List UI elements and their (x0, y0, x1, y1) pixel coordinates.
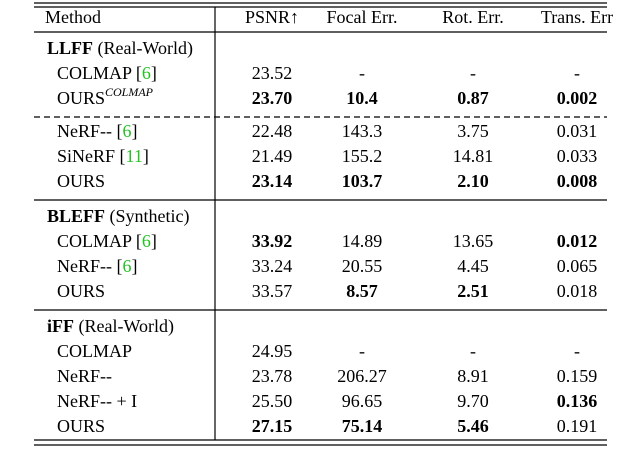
text-span: ] (151, 63, 157, 83)
cell: 0.008 (557, 171, 598, 191)
cell: 21.49 (252, 146, 293, 166)
method-name: COLMAP [6] (57, 63, 157, 83)
cell: - (470, 341, 476, 361)
text-span: COLMAP (57, 341, 132, 361)
method-name: NeRF-- (57, 366, 112, 386)
text-span: (Real-World) (74, 316, 174, 337)
cell: 8.91 (457, 366, 489, 386)
cell: 22.48 (252, 121, 293, 141)
method-name: COLMAP (57, 341, 132, 361)
text-span: OURS (57, 281, 105, 301)
text-span: NeRF-- [ (57, 256, 123, 276)
text-span: (Real-World) (93, 38, 193, 59)
method-name: NeRF-- [6] (57, 121, 138, 141)
cell: 9.70 (457, 391, 489, 411)
text-span: iFF (47, 316, 74, 336)
cell: 0.018 (557, 281, 598, 301)
cell: 33.57 (252, 281, 293, 301)
cell: 0.136 (557, 391, 598, 411)
cell: 25.50 (252, 391, 293, 411)
cell: - (470, 63, 476, 83)
section-title: BLEFF (Synthetic) (47, 206, 190, 227)
citation: 6 (142, 231, 151, 251)
cell: 143.3 (342, 121, 383, 141)
text-span: COLMAP [ (57, 63, 142, 83)
cell: 0.031 (557, 121, 598, 141)
cell: 23.52 (252, 63, 293, 83)
text-span: OURS (57, 88, 105, 108)
cell: 96.65 (342, 391, 383, 411)
cell: 0.012 (557, 231, 598, 251)
cell: 0.033 (557, 146, 598, 166)
method-name: OURS (57, 416, 105, 436)
cell: 0.065 (557, 256, 598, 276)
method-name: SiNeRF [11] (57, 146, 149, 166)
cell: 2.10 (457, 171, 489, 191)
cell: 206.27 (337, 366, 387, 386)
text-span: COLMAP [ (57, 231, 142, 251)
text-span: NeRF-- + I (57, 391, 137, 411)
cell: 103.7 (342, 171, 383, 191)
text-span: OURS (57, 171, 105, 191)
cell: 23.14 (252, 171, 293, 191)
text-span: COLMAP (105, 85, 154, 99)
text-span: ] (143, 146, 149, 166)
citation: 6 (123, 121, 132, 141)
text-span: NeRF-- [ (57, 121, 123, 141)
cell: 0.002 (557, 88, 598, 108)
cell: 13.65 (453, 231, 494, 251)
header-cell: Trans. Err (541, 7, 613, 27)
section-title: LLFF (Real-World) (47, 38, 193, 59)
text-span: ] (132, 121, 138, 141)
method-name: OURS (57, 171, 105, 191)
text-span: NeRF-- (57, 366, 112, 386)
cell: - (359, 341, 365, 361)
cell: 33.92 (252, 231, 293, 251)
cell: 155.2 (342, 146, 383, 166)
method-name: OURSCOLMAP (57, 85, 154, 108)
cell: 20.55 (342, 256, 383, 276)
text-span: SiNeRF [ (57, 146, 126, 166)
cell: 75.14 (342, 416, 383, 436)
cell: 0.87 (457, 88, 489, 108)
section-title: iFF (Real-World) (47, 316, 174, 337)
cell: 27.15 (252, 416, 293, 436)
text-span: BLEFF (47, 206, 105, 226)
cell: 14.89 (342, 231, 383, 251)
cell: 0.191 (557, 416, 598, 436)
cell: - (574, 63, 580, 83)
cell: 23.70 (252, 88, 293, 108)
text-span: ] (132, 256, 138, 276)
cell: 0.159 (557, 366, 598, 386)
text-span: (Synthetic) (105, 206, 189, 227)
cell: 23.78 (252, 366, 293, 386)
method-name: NeRF-- [6] (57, 256, 138, 276)
cell: 2.51 (457, 281, 489, 301)
method-name: OURS (57, 281, 105, 301)
header-cell: Rot. Err. (442, 7, 504, 27)
citation: 6 (142, 63, 151, 83)
text-span: OURS (57, 416, 105, 436)
cell: 33.24 (252, 256, 293, 276)
citation: 11 (126, 146, 143, 166)
cell: 14.81 (453, 146, 494, 166)
cell: 4.45 (457, 256, 489, 276)
method-name: COLMAP [6] (57, 231, 157, 251)
header-cell: Method (45, 7, 101, 27)
cell: 3.75 (457, 121, 489, 141)
citation: 6 (123, 256, 132, 276)
cell: 24.95 (252, 341, 293, 361)
text-span: ] (151, 231, 157, 251)
cell: 10.4 (346, 88, 378, 108)
header-cell: PSNR↑ (245, 7, 299, 27)
cell: - (359, 63, 365, 83)
cell: - (574, 341, 580, 361)
text-span: LLFF (47, 38, 93, 58)
cell: 8.57 (346, 281, 378, 301)
method-name: NeRF-- + I (57, 391, 137, 411)
cell: 5.46 (457, 416, 489, 436)
header-cell: Focal Err. (327, 7, 398, 27)
